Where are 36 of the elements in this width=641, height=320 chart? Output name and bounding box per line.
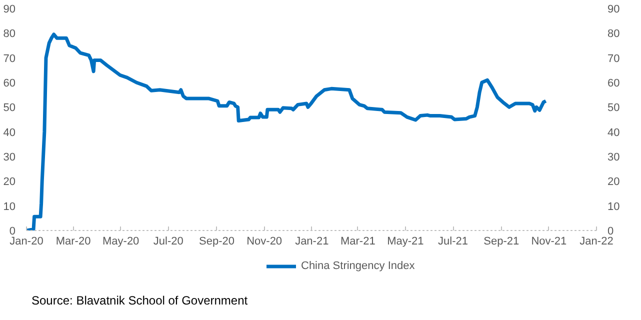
- source-note: Source: Blavatnik School of Government: [32, 294, 248, 308]
- y-tick-label: 40: [3, 126, 16, 139]
- x-tick-label: May-21: [387, 236, 424, 248]
- y-tick-label: 30: [3, 152, 16, 164]
- y2-tick-label: 30: [608, 152, 620, 164]
- x-tick-label: Mar-20: [56, 236, 91, 248]
- y-tick-label: 90: [3, 4, 16, 16]
- y2-tick-label: 80: [608, 28, 620, 40]
- x-tick-label: Jul-20: [153, 236, 184, 248]
- y2-tick-label: 90: [608, 4, 620, 16]
- x-tick-label: Sep-21: [484, 236, 520, 248]
- x-tick-label: Nov-20: [246, 236, 282, 248]
- x-tick-label: Jan-21: [295, 236, 329, 248]
- y-tick-label: 20: [3, 176, 16, 188]
- y2-tick-label: 50: [608, 102, 620, 114]
- y2-tick-label: 20: [608, 176, 620, 188]
- x-tick-label: Mar-21: [340, 236, 376, 248]
- y2-tick-label: 60: [608, 78, 620, 90]
- x-tick-label: May-20: [102, 236, 140, 248]
- x-tick-label: Nov-21: [531, 236, 567, 248]
- x-tick-label: Jul-21: [438, 236, 468, 248]
- y-tick-label: 50: [3, 102, 16, 114]
- y2-tick-label: 40: [608, 126, 620, 139]
- x-tick-label: Sep-20: [199, 236, 235, 248]
- y-tick-label: 70: [3, 52, 16, 65]
- y-tick-label: 10: [3, 200, 16, 213]
- y2-tick-label: 0: [608, 226, 614, 238]
- x-tick-label: Jan-20: [10, 236, 44, 248]
- legend-label: China Stringency Index: [301, 260, 415, 272]
- y-tick-label: 60: [3, 78, 16, 90]
- y-tick-label: 0: [9, 226, 16, 238]
- x-tick-label: Jan-22: [580, 236, 614, 248]
- y2-tick-label: 70: [608, 52, 620, 65]
- y-tick-label: 80: [3, 28, 16, 40]
- y2-tick-label: 10: [608, 200, 620, 213]
- line-series: [26, 32, 548, 230]
